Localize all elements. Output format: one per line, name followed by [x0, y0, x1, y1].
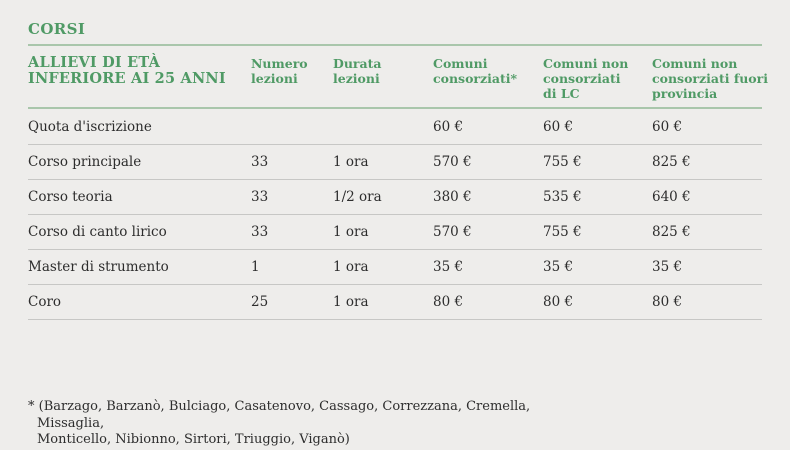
column-header-comuni-non-consorziati-lc: Comuni non consorziati di LC — [543, 56, 629, 101]
price-fuori-provincia: 640 € — [652, 189, 691, 205]
column-header-comuni-non-consorziati-fuori: Comuni non consorziati fuori provincia — [652, 56, 768, 101]
price-non-consorziati-lc: 60 € — [543, 119, 574, 135]
price-fuori-provincia: 825 € — [652, 224, 691, 240]
price-non-consorziati-lc: 535 € — [543, 189, 582, 205]
price-non-consorziati-lc: 755 € — [543, 224, 582, 240]
price-fuori-provincia: 35 € — [652, 259, 683, 275]
lessons-count: 25 — [251, 294, 269, 310]
table-row-coro: Coro 25 1 ora 80 € 80 € 80 € — [28, 285, 762, 320]
price-consorziati: 60 € — [433, 119, 464, 135]
column-header-comuni-consorziati: Comuni consorziati* — [433, 56, 518, 86]
lessons-count: 33 — [251, 189, 269, 205]
course-name: Quota d'iscrizione — [28, 119, 152, 135]
price-consorziati: 570 € — [433, 224, 472, 240]
price-consorziati: 80 € — [433, 294, 464, 310]
column-header-durata-lezioni: Durata lezioni — [333, 56, 382, 86]
price-consorziati: 570 € — [433, 154, 472, 170]
table-row-corso-teoria: Corso teoria 33 1/2 ora 380 € 535 € 640 … — [28, 180, 762, 215]
lesson-duration: 1 ora — [333, 224, 369, 240]
top-divider — [28, 44, 762, 46]
course-name: Corso principale — [28, 154, 142, 170]
lesson-duration: 1/2 ora — [333, 189, 382, 205]
table-group-title: ALLIEVI DI ETÀ INFERIORE AI 25 ANNI — [28, 54, 226, 87]
price-consorziati: 35 € — [433, 259, 464, 275]
course-name: Corso teoria — [28, 189, 113, 205]
course-name: Corso di canto lirico — [28, 224, 167, 240]
price-fuori-provincia: 80 € — [652, 294, 683, 310]
lessons-count: 33 — [251, 224, 269, 240]
price-fuori-provincia: 825 € — [652, 154, 691, 170]
table-row-corso-canto-lirico: Corso di canto lirico 33 1 ora 570 € 755… — [28, 215, 762, 250]
header-divider — [28, 107, 762, 109]
price-fuori-provincia: 60 € — [652, 119, 683, 135]
table-row-master-strumento: Master di strumento 1 1 ora 35 € 35 € 35… — [28, 250, 762, 285]
price-consorziati: 380 € — [433, 189, 472, 205]
table-row-corso-principale: Corso principale 33 1 ora 570 € 755 € 82… — [28, 145, 762, 180]
page-title: CORSI — [28, 20, 86, 38]
lessons-count: 1 — [251, 259, 260, 275]
course-name: Master di strumento — [28, 259, 169, 275]
table-body: Quota d'iscrizione 60 € 60 € 60 € Corso … — [28, 110, 762, 320]
consortium-municipalities-footnote: * (Barzago, Barzanò, Bulciago, Casatenov… — [28, 399, 531, 447]
price-non-consorziati-lc: 35 € — [543, 259, 574, 275]
lessons-count: 33 — [251, 154, 269, 170]
lesson-duration: 1 ora — [333, 294, 369, 310]
lesson-duration: 1 ora — [333, 154, 369, 170]
price-non-consorziati-lc: 755 € — [543, 154, 582, 170]
table-row-quota-iscrizione: Quota d'iscrizione 60 € 60 € 60 € — [28, 110, 762, 145]
lesson-duration: 1 ora — [333, 259, 369, 275]
price-non-consorziati-lc: 80 € — [543, 294, 574, 310]
column-header-numero-lezioni: Numero lezioni — [251, 56, 308, 86]
course-name: Coro — [28, 294, 62, 310]
